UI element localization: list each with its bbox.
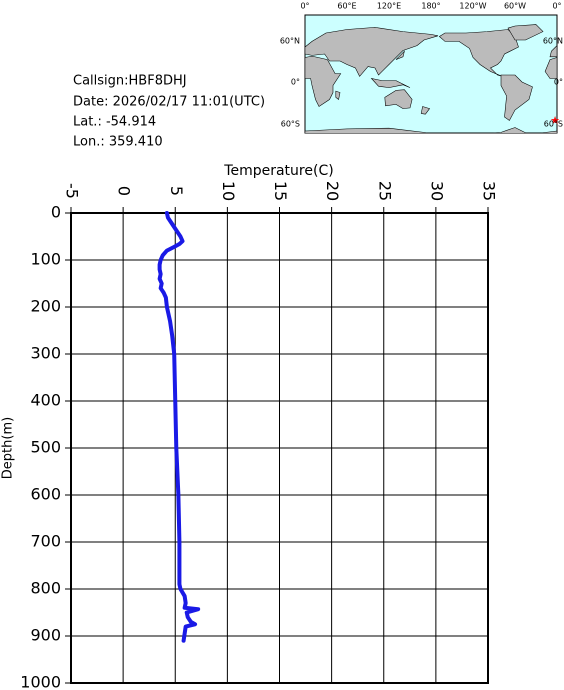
plot-frame bbox=[70, 212, 489, 684]
map-lat-label: 60°S bbox=[544, 120, 563, 129]
x-axis-label: Temperature(C) bbox=[223, 163, 333, 179]
x-tick-label: 10 bbox=[219, 181, 238, 201]
x-tick-label: 35 bbox=[480, 181, 499, 201]
y-tick-label: 900 bbox=[30, 626, 61, 645]
map-land bbox=[305, 24, 557, 133]
y-tick-label: 1000 bbox=[20, 673, 61, 690]
x-tick-label: 30 bbox=[427, 181, 446, 201]
map-lat-label: 60°N bbox=[280, 37, 300, 46]
x-tick-label: 25 bbox=[375, 181, 394, 201]
y-tick-label: 300 bbox=[30, 344, 61, 363]
y-tick-label: 400 bbox=[30, 391, 61, 410]
map-lon-label: 60°W bbox=[504, 2, 526, 11]
map-lon-label: 120°W bbox=[459, 2, 486, 11]
profile-line bbox=[157, 211, 201, 643]
y-tick-label: 0 bbox=[51, 203, 61, 222]
x-tick-label: 5 bbox=[167, 186, 186, 196]
map-lat-label: 60°S bbox=[281, 120, 300, 129]
lon: Lon.: 359.410 bbox=[73, 135, 163, 150]
x-tick-label: 0 bbox=[115, 186, 134, 196]
map-lon-label: 180° bbox=[421, 2, 440, 11]
map-lat-label: 0° bbox=[554, 78, 563, 87]
y-tick-label: 600 bbox=[30, 485, 61, 504]
y-tick-label: 200 bbox=[30, 297, 61, 316]
x-tick-label: 20 bbox=[323, 181, 342, 201]
y-tick-label: 100 bbox=[30, 250, 61, 269]
position-marker: ★ bbox=[550, 114, 560, 127]
map: ★ bbox=[304, 14, 560, 134]
x-tick-label: 15 bbox=[271, 181, 290, 201]
map-lat-label: 0° bbox=[291, 78, 300, 87]
map-lon-label: 0° bbox=[552, 2, 561, 11]
map-lat-label: 60°N bbox=[543, 37, 563, 46]
date: Date: 2026/02/17 11:01(UTC) bbox=[73, 95, 265, 110]
y-tick-label: 700 bbox=[30, 532, 61, 551]
y-tick-label: 500 bbox=[30, 438, 61, 457]
x-tick-label: -5 bbox=[63, 183, 82, 199]
callsign: Callsign:HBF8DHJ bbox=[73, 74, 187, 89]
map-lon-label: 60°E bbox=[337, 2, 356, 11]
y-tick-label: 800 bbox=[30, 579, 61, 598]
y-axis-label: Depth(m) bbox=[1, 417, 16, 479]
lat: Lat.: -54.914 bbox=[73, 115, 156, 130]
map-lon-label: 120°E bbox=[377, 2, 401, 11]
map-lon-label: 0° bbox=[300, 2, 309, 11]
